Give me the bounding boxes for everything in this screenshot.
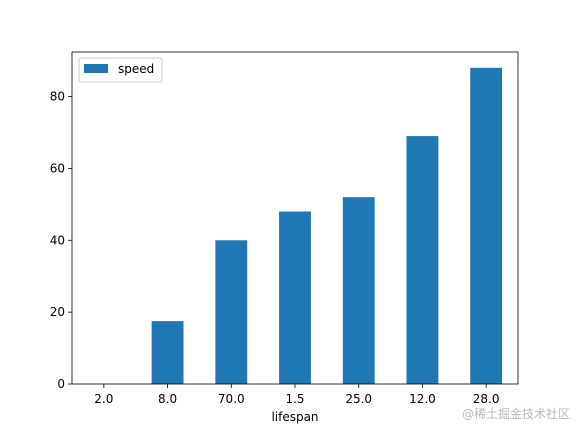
y-tick-label: 40 bbox=[50, 233, 65, 247]
y-tick-label: 80 bbox=[50, 90, 65, 104]
x-tick-label: 25.0 bbox=[345, 392, 372, 406]
x-tick-label: 2.0 bbox=[94, 392, 113, 406]
x-tick-label: 70.0 bbox=[218, 392, 245, 406]
bar-70.0 bbox=[215, 240, 248, 384]
y-axis-ticks: 0 20 40 60 80 bbox=[50, 90, 72, 391]
bar-28.0 bbox=[470, 67, 503, 385]
x-tick-label: 28.0 bbox=[473, 392, 500, 406]
legend-swatch bbox=[84, 64, 108, 73]
legend-label: speed bbox=[118, 62, 154, 76]
y-tick-label: 60 bbox=[50, 161, 65, 175]
x-tick-label: 12.0 bbox=[409, 392, 436, 406]
x-axis-label: lifespan bbox=[271, 410, 318, 424]
x-axis-ticks: 2.0 8.0 70.0 1.5 25.0 12.0 28.0 bbox=[94, 384, 500, 406]
legend: speed bbox=[78, 57, 163, 83]
x-tick-label: 1.5 bbox=[285, 392, 304, 406]
y-tick-label: 0 bbox=[57, 377, 65, 391]
plot-frame bbox=[71, 51, 519, 385]
x-tick-label: 8.0 bbox=[158, 392, 177, 406]
bars-group bbox=[151, 67, 503, 385]
bar-1.5 bbox=[279, 211, 311, 384]
watermark: @稀土掘金技术社区 bbox=[461, 407, 570, 421]
bar-12.0 bbox=[406, 136, 439, 384]
bar-25.0 bbox=[342, 197, 375, 384]
y-tick-label: 20 bbox=[50, 305, 65, 319]
bar-8.0 bbox=[151, 321, 184, 384]
